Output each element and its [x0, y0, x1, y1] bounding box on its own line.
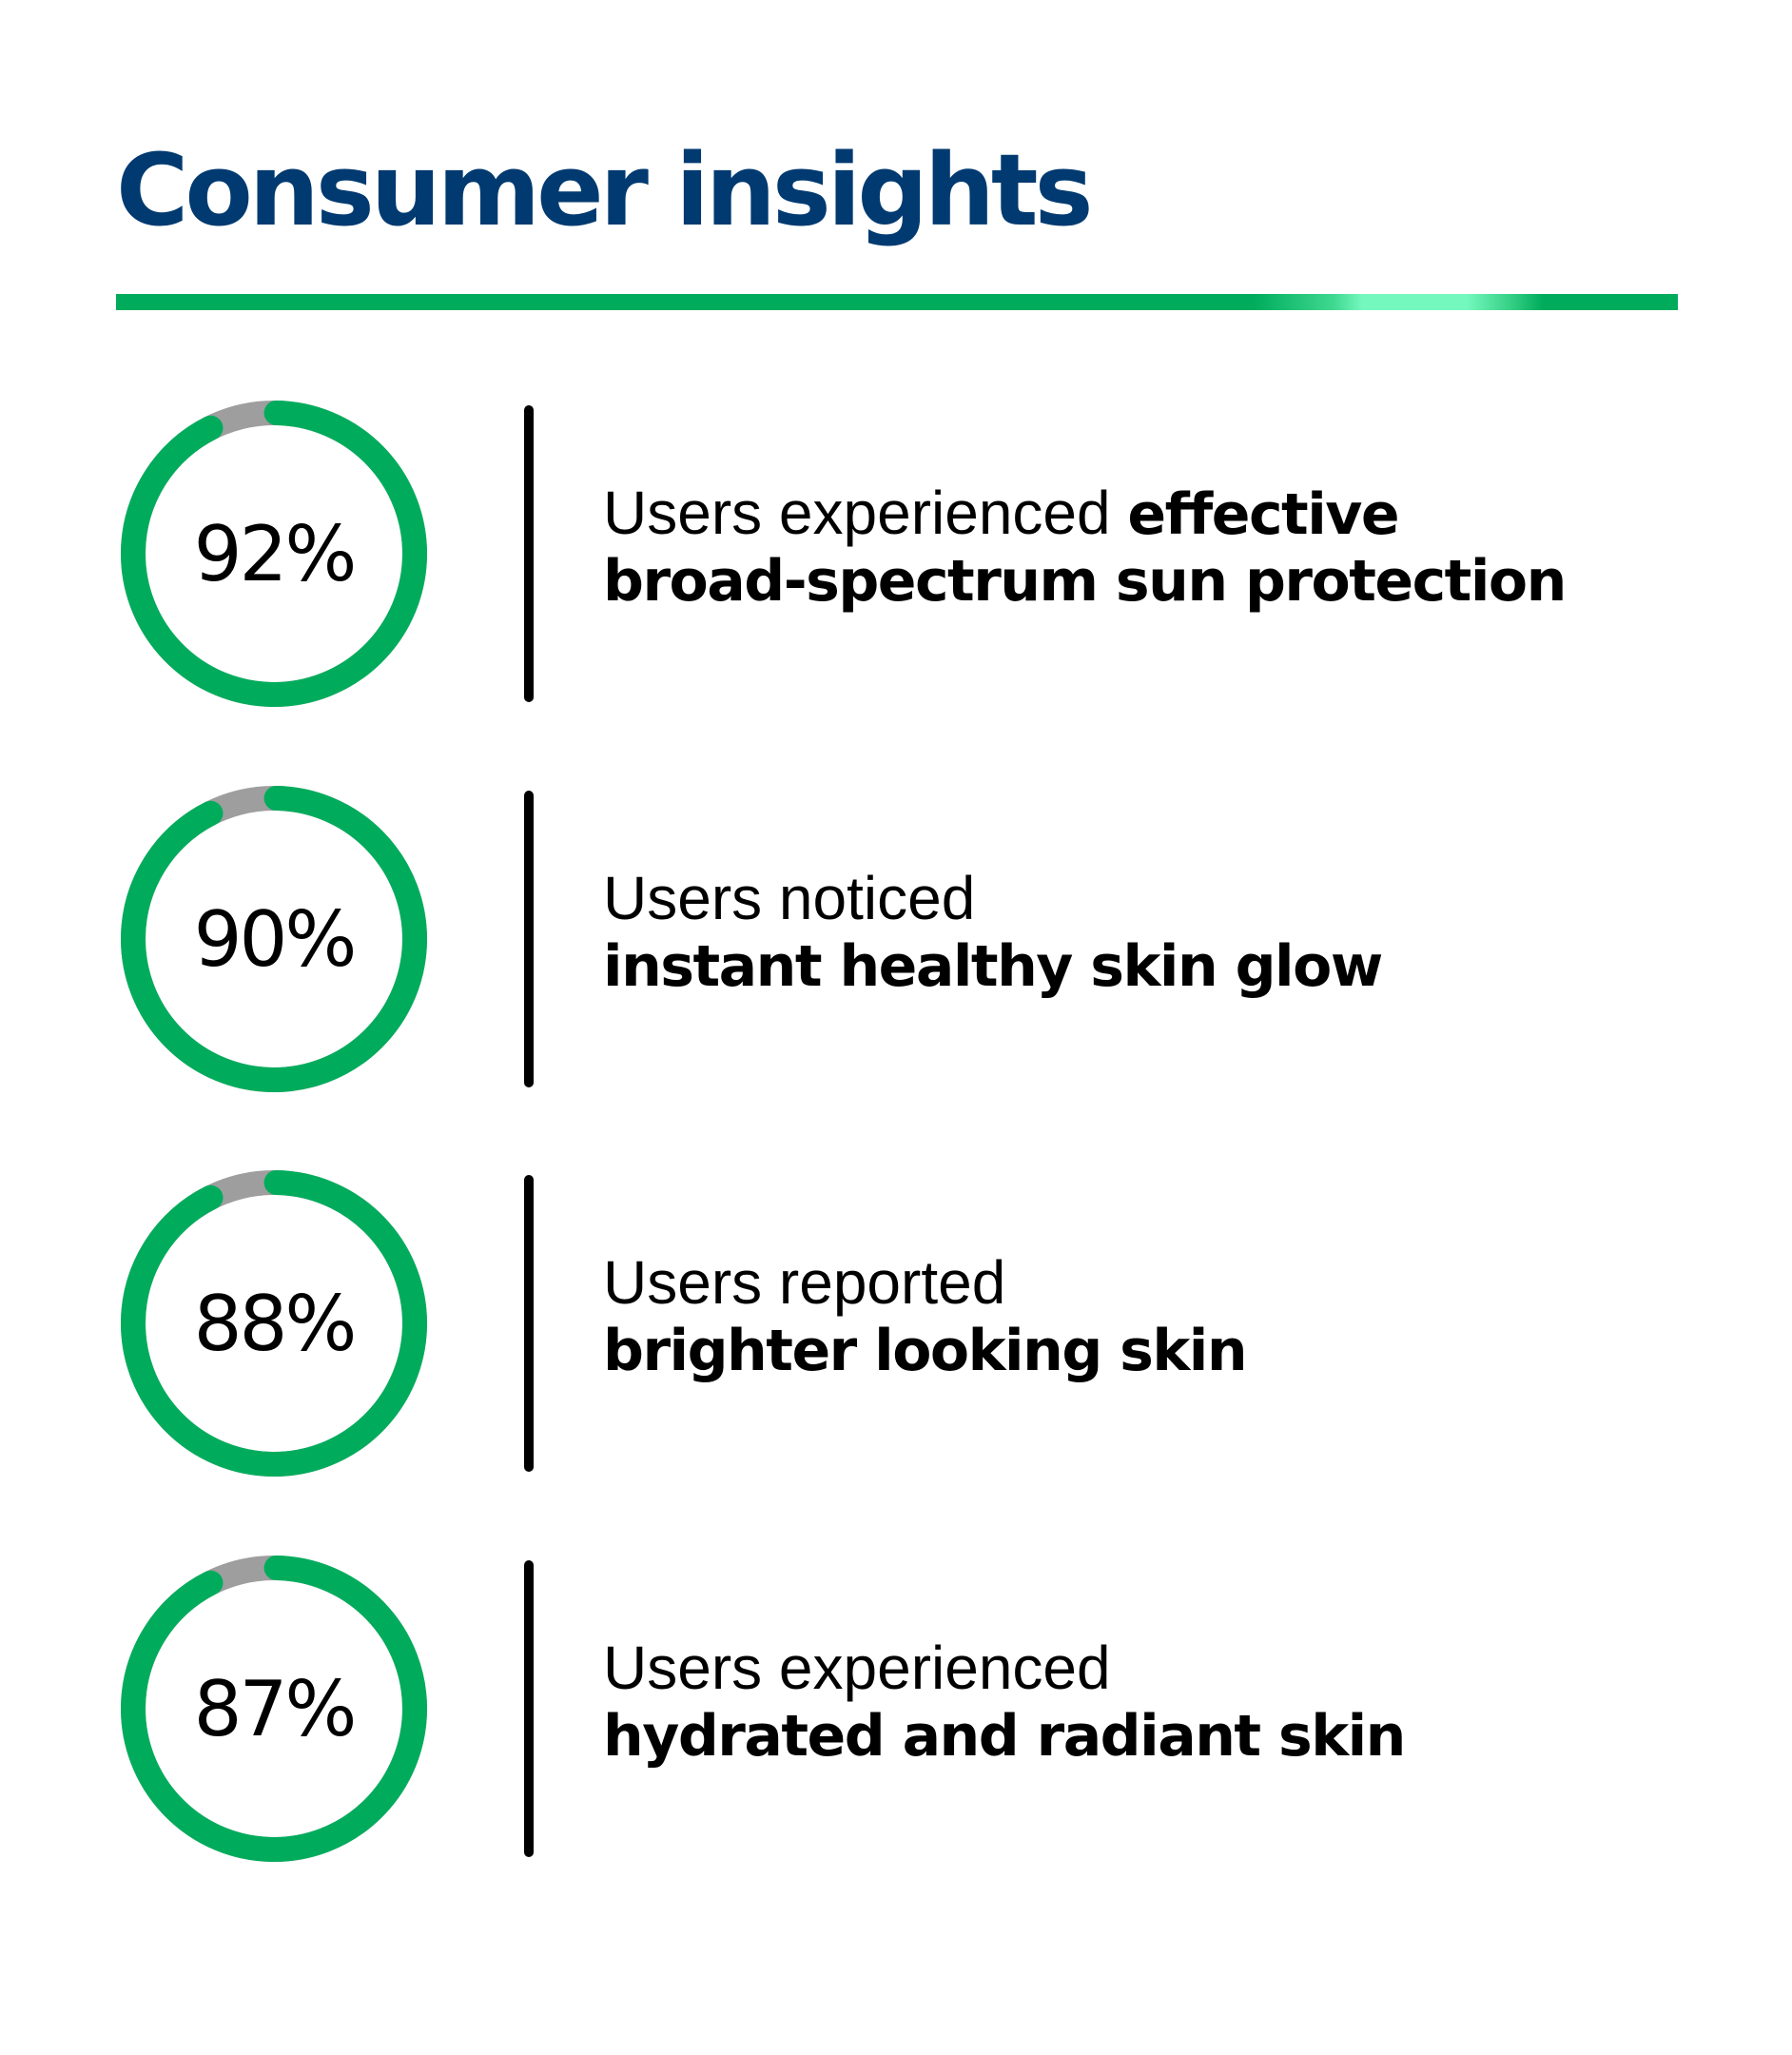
percent-value: 88%	[193, 1279, 358, 1368]
progress-ring: 90%	[118, 783, 430, 1095]
title-underline-divider	[116, 294, 1678, 310]
insight-highlight: hydrated and radiant skin	[603, 1703, 1406, 1770]
insight-description: Users noticed instant healthy skin glow	[603, 865, 1725, 1000]
insight-description: Users reported brighter looking skin	[603, 1249, 1725, 1384]
donut-ring-icon	[120, 1556, 427, 1862]
insight-row: 92% Users experienced effective broad-sp…	[0, 394, 1792, 717]
insight-prefix: Users reported	[603, 1248, 1006, 1317]
progress-ring: 87%	[118, 1553, 430, 1865]
insight-highlight: brighter looking skin	[603, 1318, 1248, 1384]
donut-ring-icon	[120, 401, 427, 707]
percent-value: 90%	[193, 894, 358, 984]
insight-row: 90% Users noticed instant healthy skin g…	[0, 779, 1792, 1103]
insight-description: Users experienced effective broad-spectr…	[603, 480, 1725, 615]
donut-ring-icon	[120, 1170, 427, 1477]
page-title: Consumer insights	[116, 132, 1093, 248]
insight-prefix: Users noticed	[603, 864, 976, 932]
insight-description: Users experienced hydrated and radiant s…	[603, 1634, 1725, 1770]
insight-highlight: instant healthy skin glow	[603, 933, 1383, 1000]
percent-value: 92%	[193, 509, 358, 598]
insight-row: 87% Users experienced hydrated and radia…	[0, 1549, 1792, 1872]
vertical-divider	[524, 1175, 534, 1472]
donut-ring-icon	[120, 786, 427, 1092]
progress-ring: 92%	[118, 398, 430, 710]
insight-prefix: Users experienced	[603, 479, 1128, 547]
insight-prefix: Users experienced	[603, 1634, 1111, 1702]
progress-ring: 88%	[118, 1167, 430, 1479]
insight-row: 88% Users reported brighter looking skin	[0, 1164, 1792, 1487]
vertical-divider	[524, 405, 534, 702]
vertical-divider	[524, 791, 534, 1087]
vertical-divider	[524, 1560, 534, 1857]
insight-highlight-line1: effective	[1127, 481, 1399, 548]
percent-value: 87%	[193, 1664, 358, 1753]
insight-highlight: broad-spectrum sun protection	[603, 548, 1567, 615]
